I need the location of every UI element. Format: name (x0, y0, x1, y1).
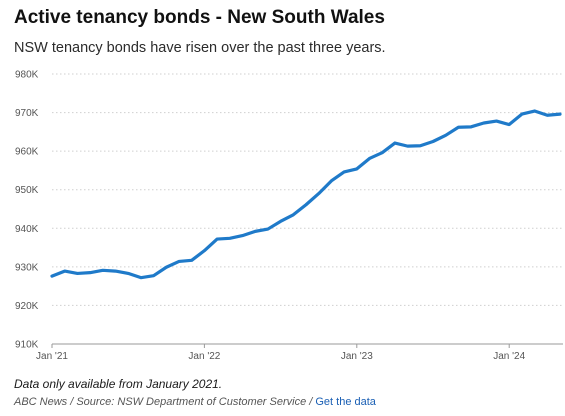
line-chart: 910K 920K 930K 940K 950K 960K 970K 980K Jan '21… (15, 70, 563, 360)
chart-title: Active tenancy bonds - New South Wales (14, 7, 385, 28)
x-tick-label: Jan '22 (188, 351, 220, 360)
x-axis: Jan '21 Jan '22 Jan '23 Jan '24 (36, 344, 526, 360)
gridlines (52, 73, 563, 345)
y-axis: 910K 920K 930K 940K 950K 960K 970K 980K (15, 70, 39, 351)
y-tick-label: 920K (15, 301, 39, 312)
y-tick-label: 940K (15, 224, 39, 235)
y-tick-label: 950K (15, 185, 39, 196)
y-tick-label: 960K (15, 147, 39, 158)
get-the-data-link[interactable]: Get the data (315, 396, 376, 408)
source-text: ABC News / Source: NSW Department of Cus… (14, 396, 316, 408)
x-tick-label: Jan '21 (36, 351, 68, 360)
y-tick-label: 930K (15, 262, 39, 273)
source-line: ABC News / Source: NSW Department of Cus… (14, 396, 376, 408)
series-group (50, 109, 562, 280)
series-line (50, 109, 562, 280)
y-tick-label: 970K (15, 108, 39, 119)
y-tick-label: 980K (15, 70, 39, 81)
y-tick-label: 910K (15, 340, 39, 351)
x-tick-label: Jan '23 (341, 351, 373, 360)
chart-subtitle: NSW tenancy bonds have risen over the pa… (14, 40, 386, 56)
x-tick-label: Jan '24 (493, 351, 525, 360)
footnote: Data only available from January 2021. (14, 377, 223, 391)
